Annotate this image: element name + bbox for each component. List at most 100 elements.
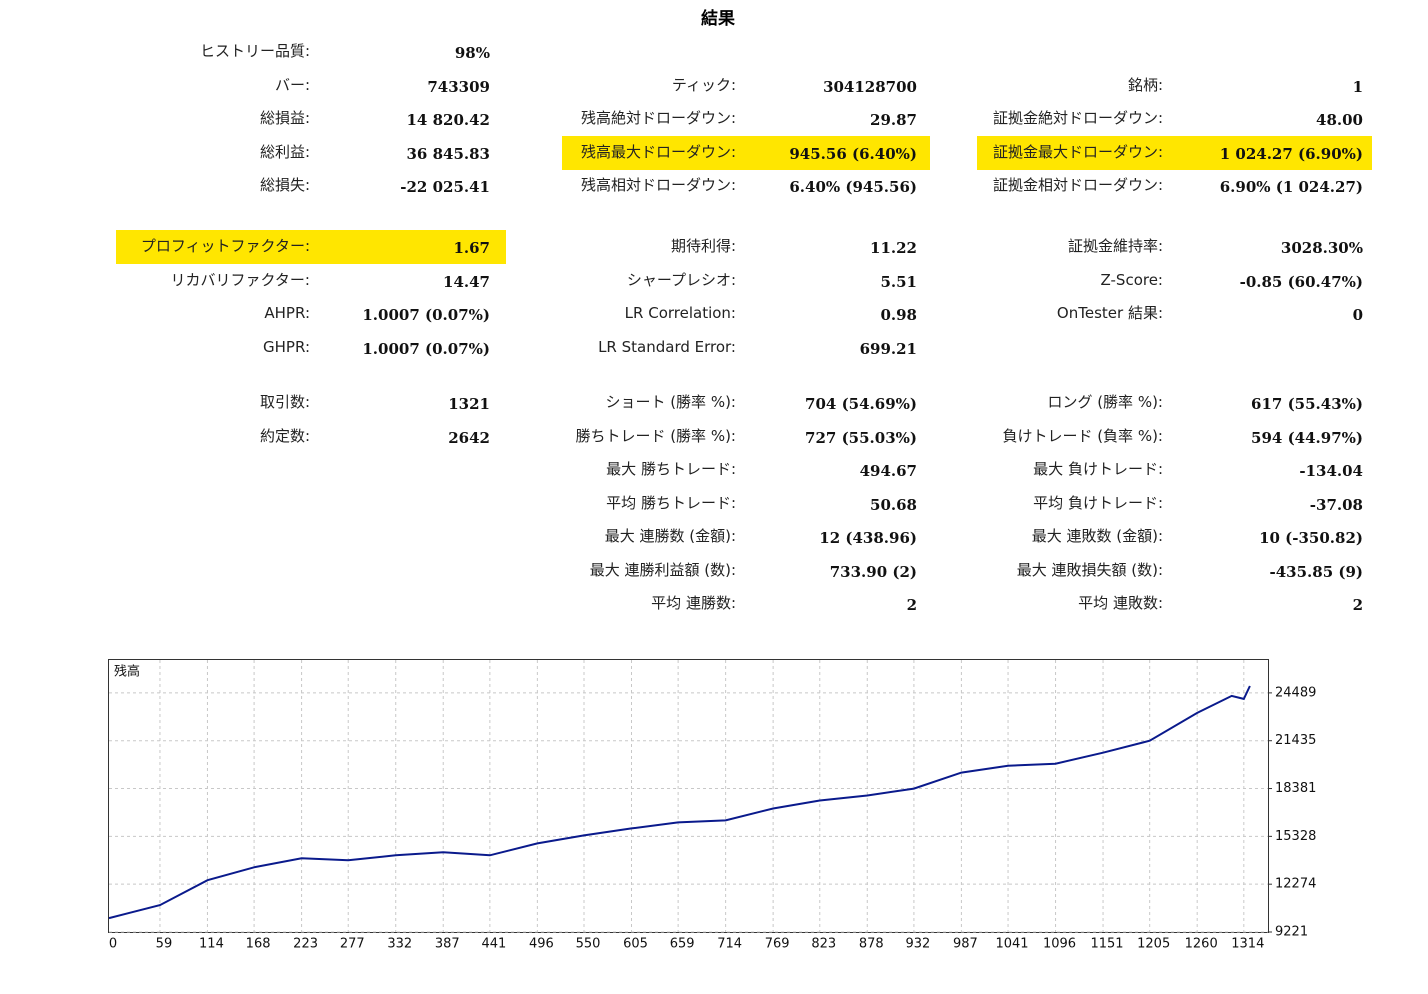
y-tick-label: 21435 [1275,733,1316,748]
stat-value: 14.47 [443,272,490,291]
stat-label: LR Correlation: [624,304,736,322]
stat-value: 6.40% (945.56) [789,178,917,196]
stat-value: 304128700 [823,77,917,96]
stat-label: バー: [274,75,310,94]
stat-label: 最大 連勝利益額 (数): [589,560,736,579]
stat-label: 最大 連敗損失額 (数): [1016,560,1163,579]
stat-label: 最大 勝ちトレード: [606,460,736,478]
stat-value: 29.87 [870,111,917,129]
stat-label: 残高相対ドローダウン: [580,176,736,194]
stat-value: 0.98 [880,306,917,324]
y-tick-label: 18381 [1275,781,1316,796]
x-tick-label: 823 [811,937,836,952]
stat-value: 617 (55.43%) [1251,395,1363,413]
stat-label: ロング (勝率 %): [1047,393,1163,411]
stat-label: 最大 連勝数 (金額): [604,527,736,545]
x-tick-label: 605 [623,937,648,952]
stat-label: 約定数: [259,426,310,445]
stat-value: 3028.30% [1280,239,1363,257]
x-tick-label: 332 [387,937,412,952]
stat-value: -22 025.41 [400,178,490,196]
stat-label: 平均 負けトレード: [1033,493,1163,512]
stat-label: プロフィットファクター: [140,237,310,255]
x-tick-label: 496 [529,937,554,952]
stat-label: OnTester 結果: [1056,304,1163,322]
stat-value: -134.04 [1299,462,1363,480]
stat-value: 494.67 [859,462,917,480]
stat-label: 期待利得: [670,237,736,255]
stat-label: 勝ちトレード (勝率 %): [575,426,736,445]
stat-label: 残高絶対ドローダウン: [580,109,736,127]
stat-label: ティック: [671,75,736,94]
stat-value: 945.56 (6.40%) [789,144,917,163]
chart-title: 残高 [114,664,140,680]
x-tick-label: 987 [953,937,978,952]
stat-value: 704 (54.69%) [805,395,917,413]
stat-label: ショート (勝率 %): [605,393,736,411]
stat-label: 平均 連敗数: [1078,594,1163,612]
stat-value: 6.90% (1 024.27) [1219,178,1363,196]
stat-value: 1 024.27 (6.90%) [1219,144,1363,163]
stat-value: 733.90 (2) [829,562,917,581]
x-tick-label: 277 [340,937,365,952]
stat-label: 平均 連勝数: [651,594,736,612]
x-tick-label: 659 [670,937,695,952]
x-tick-label: 550 [576,937,601,952]
highlight [562,135,930,170]
stat-value: 98% [454,44,490,62]
y-tick-label: 15328 [1275,829,1316,844]
stat-value: 2 [906,596,917,614]
plot-frame [108,659,1269,933]
stat-value: 12 (438.96) [819,529,917,547]
stat-label: GHPR: [263,337,310,356]
stat-label: 総損益: [259,109,310,127]
stat-label: 証拠金絶対ドローダウン: [992,109,1163,127]
x-tick-label: 168 [246,937,271,952]
stat-value: 0 [1352,306,1363,324]
stat-value: -435.85 (9) [1269,562,1364,581]
x-tick-label: 769 [765,937,790,952]
stat-value: 48.00 [1316,111,1363,129]
x-tick-label: 1096 [1043,937,1076,952]
stat-label: AHPR: [264,304,310,322]
stat-value: 743309 [427,77,490,96]
x-tick-label: 223 [293,937,318,952]
y-tick-label: 24489 [1275,685,1316,700]
stat-value: 1.0007 (0.07%) [362,339,490,358]
stat-value: 699.21 [859,339,917,358]
stat-label: 証拠金相対ドローダウン: [992,176,1163,194]
stat-value: 594 (44.97%) [1251,428,1363,447]
stat-label: 総利益: [259,142,310,161]
stat-value: -0.85 (60.47%) [1239,272,1363,291]
stat-label: 平均 勝ちトレード: [606,493,736,512]
stat-label: 証拠金最大ドローダウン: [992,142,1163,161]
stat-label: 銘柄: [1127,75,1163,94]
stat-value: 50.68 [870,495,917,514]
stat-value: 2 [1352,596,1363,614]
stat-label: 最大 負けトレード: [1033,460,1163,478]
x-tick-label: 441 [481,937,506,952]
x-tick-label: 1205 [1137,937,1170,952]
stat-value: 727 (55.03%) [805,428,917,447]
x-tick-label: 1314 [1231,937,1264,952]
x-tick-label: 1151 [1090,937,1123,952]
stat-label: 総損失: [259,176,310,194]
stat-value: 1321 [448,395,490,413]
stat-value: 10 (-350.82) [1259,529,1363,547]
highlight [116,230,506,264]
stat-value: 1 [1352,77,1363,96]
stat-label: シャープレシオ: [626,270,736,289]
stat-value: -37.08 [1309,495,1363,514]
stat-label: ヒストリー品質: [199,42,310,60]
x-tick-label: 1041 [995,937,1028,952]
stat-value: 36 845.83 [406,144,490,163]
x-tick-label: 0 [109,937,117,952]
stat-value: 14 820.42 [406,111,490,129]
stat-label: LR Standard Error: [598,337,736,356]
y-tick-label: 12274 [1275,877,1316,892]
x-tick-label: 878 [859,937,884,952]
x-tick-label: 59 [156,937,173,952]
stat-value: 5.51 [880,272,917,291]
x-tick-label: 114 [199,937,224,952]
